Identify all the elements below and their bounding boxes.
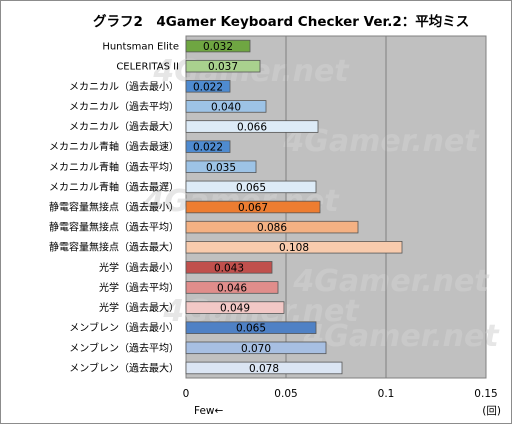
value-label: 0.035 (206, 162, 236, 174)
bar (185, 341, 327, 355)
category-label: メカニカル（過去平均） (69, 101, 179, 113)
bar (185, 261, 273, 274)
value-label: 0.046 (217, 282, 247, 294)
x-tick-labels: 0 0.05 0.1 0.15 (183, 388, 498, 400)
bar (185, 180, 317, 194)
category-label: CELERITAS II (116, 62, 179, 73)
bar (185, 80, 231, 93)
bar (185, 220, 359, 234)
category-label: 光学（過去最小） (99, 261, 179, 274)
value-label: 0.049 (220, 303, 250, 315)
bar (185, 241, 403, 254)
category-labels: Huntsman Elite CELERITAS II メカニカル（過去最小） メカニ… (49, 42, 179, 375)
x-axis-left-label: Few← (194, 405, 224, 417)
x-tick-label: 0 (183, 388, 190, 400)
x-axis-unit-label: (回) (482, 405, 501, 417)
value-label: 0.086 (257, 222, 287, 234)
bar (185, 301, 285, 314)
value-label: 0.108 (279, 242, 309, 254)
bar (185, 200, 321, 214)
bar (185, 140, 231, 153)
category-label: メカニカル青軸（過去最速） (49, 140, 179, 153)
bars-group (185, 39, 403, 375)
value-label: 0.070 (241, 343, 271, 355)
value-label: 0.065 (236, 323, 266, 335)
bar (185, 59, 261, 73)
category-label: メンブレン（過去最小） (69, 321, 179, 334)
category-label: 静電容量無接点（過去最小） (49, 201, 179, 214)
value-label: 0.066 (237, 122, 267, 134)
category-label: メカニカル青軸（過去最遅） (49, 180, 179, 193)
category-label: メカニカル（過去最小） (69, 81, 179, 93)
bar (185, 321, 317, 334)
category-label: メンブレン（過去最大） (69, 361, 179, 374)
value-labels: 0.0320.0370.0220.0400.0660.0220.0350.065… (193, 41, 309, 375)
value-label: 0.040 (211, 101, 241, 113)
watermark-text: 4Gamer.net (292, 264, 490, 299)
category-label: メンブレン（過去平均） (69, 341, 179, 354)
bar (185, 120, 319, 133)
chart-title: グラフ2 4Gamer Keyboard Checker Ver.2：平均ミス (93, 13, 469, 30)
bar (185, 100, 267, 113)
category-label: 光学（過去平均） (99, 281, 179, 294)
value-label: 0.065 (236, 182, 266, 194)
bar (185, 39, 251, 53)
bar (185, 361, 343, 375)
value-label: 0.078 (249, 363, 279, 375)
category-label: 光学（過去最大） (99, 301, 179, 314)
bar (185, 160, 257, 173)
value-label: 0.032 (203, 41, 233, 53)
x-tick-label: 0.15 (474, 388, 497, 400)
bar (185, 281, 279, 294)
value-label: 0.022 (193, 142, 223, 154)
category-label: メカニカル（過去最大） (69, 120, 179, 133)
x-tick-label: 0.1 (378, 388, 395, 400)
category-label: メカニカル青軸（過去平均） (49, 160, 179, 173)
category-label: 静電容量無接点（過去平均） (49, 221, 179, 234)
value-label: 0.037 (208, 61, 238, 73)
category-label: 静電容量無接点（過去最大） (49, 241, 179, 254)
category-label: Huntsman Elite (102, 42, 179, 53)
x-tick-label: 0.05 (274, 388, 297, 400)
value-label: 0.043 (214, 262, 244, 274)
value-label: 0.022 (193, 81, 223, 93)
watermark-text: 4Gamer.net (302, 319, 500, 354)
value-label: 0.067 (238, 202, 268, 214)
